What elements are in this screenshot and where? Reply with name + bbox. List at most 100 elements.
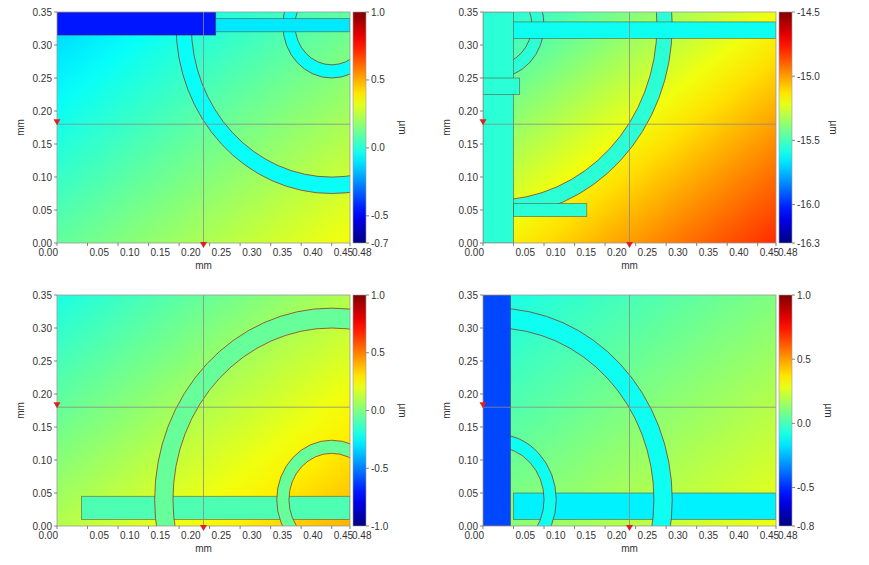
colorbar-tick-label: 0.5 <box>371 347 385 358</box>
x-tick-label: 0.30 <box>242 530 262 541</box>
colorbar-tick <box>792 359 795 360</box>
colorbar-tick <box>792 526 795 527</box>
x-tick <box>118 526 119 529</box>
panel: 0.000.050.100.150.200.250.300.350.400.45… <box>318 0 839 271</box>
y-tick <box>480 460 483 461</box>
x-tick-label: 0.25 <box>638 247 658 258</box>
crosshair-y <box>483 407 776 408</box>
y-tick-label: 0.00 <box>33 521 53 532</box>
colorbar <box>779 12 792 243</box>
frame <box>483 295 776 526</box>
x-tick-label: 0.35 <box>699 530 719 541</box>
x-axis-title: mm <box>195 260 212 271</box>
x-tick-label: 0.30 <box>668 530 688 541</box>
y-tick <box>480 361 483 362</box>
x-tick-label: 0.35 <box>273 247 293 258</box>
colorbar-tick <box>792 140 795 141</box>
x-tick <box>666 526 667 529</box>
x-tick-label: 0.25 <box>212 247 232 258</box>
y-tick <box>54 361 57 362</box>
plot-area <box>57 12 350 243</box>
colorbar-tick-label: 1.0 <box>371 290 385 301</box>
x-tick-label: 0.45 <box>334 530 354 541</box>
colorbar <box>779 295 792 526</box>
x-tick-label: 0.45 <box>334 247 354 258</box>
x-tick <box>209 526 210 529</box>
crosshair-x <box>629 12 630 243</box>
colorbar-tick <box>792 243 795 244</box>
frame <box>57 295 350 526</box>
figure: 0.00 0.05 0.10 0.15 0.20 0.25 0.30 0.35 0.40 0.45… <box>0 0 869 565</box>
colorbar-tick-label: -0.5 <box>371 210 389 221</box>
y-tick-label: 0.10 <box>33 455 53 466</box>
y-tick <box>54 526 57 527</box>
frame <box>483 12 776 243</box>
colorbar-tick <box>366 215 369 216</box>
x-tick-label: 0.10 <box>546 247 566 258</box>
x-tick-label: 0.30 <box>242 247 262 258</box>
x-tick <box>57 243 58 246</box>
y-tick-label: 0.30 <box>459 40 479 51</box>
x-tick <box>666 243 667 246</box>
x-tick <box>301 526 302 529</box>
y-tick-label: 0.30 <box>33 40 53 51</box>
colorbar-tick-label: -0.5 <box>797 482 815 493</box>
crosshair-y <box>483 124 776 125</box>
x-tick-label: 0.00 <box>465 530 485 541</box>
crosshair-marker <box>200 525 207 531</box>
ring <box>483 308 672 526</box>
colorbar-tick-label: -16.3 <box>797 238 820 249</box>
colorbar-tick-label: -16.0 <box>797 199 820 210</box>
y-tick-label: 0.25 <box>459 73 479 84</box>
surface-background <box>57 12 350 243</box>
crosshair-x <box>203 12 204 243</box>
x-tick-label: 0.20 <box>607 247 627 258</box>
panel: 0.000.050.100.150.200.250.300.350.400.45… <box>318 290 833 565</box>
colorbar-tick <box>792 204 795 205</box>
x-tick-label: 0.25 <box>638 530 658 541</box>
y-tick <box>54 243 57 244</box>
colorbar-tick <box>792 12 795 13</box>
x-tick <box>635 243 636 246</box>
colorbar-tick <box>366 147 369 148</box>
x-tick <box>270 526 271 529</box>
x-tick-label: 0.45 <box>760 530 780 541</box>
x-tick-label: 0.40 <box>303 530 323 541</box>
x-tick-label: 0.10 <box>120 530 140 541</box>
x-tick <box>270 243 271 246</box>
y-tick <box>480 111 483 112</box>
colorbar-title: µm <box>823 403 834 417</box>
colorbar-tick-label: -0.8 <box>797 521 815 532</box>
y-tick-label: 0.20 <box>459 389 479 400</box>
y-tick-label: 0.25 <box>33 356 53 367</box>
x-tick <box>574 243 575 246</box>
x-tick <box>209 243 210 246</box>
y-tick <box>480 210 483 211</box>
panel: 0.00 0.05 0.10 0.15 0.20 0.25 0.30 0.35 0.40 0.45… <box>15 290 509 565</box>
x-tick-label: 0.20 <box>607 530 627 541</box>
colorbar-tick <box>792 487 795 488</box>
y-tick-label: 0.05 <box>459 488 479 499</box>
colorbar-tick <box>366 410 369 411</box>
crosshair-y <box>57 124 350 125</box>
y-tick-label: 0.35 <box>459 7 479 18</box>
colorbar-tick-label: 0.0 <box>371 142 385 153</box>
strip <box>483 78 520 95</box>
colorbar-tick-label: 0.5 <box>371 74 385 85</box>
crosshair-marker <box>54 119 61 125</box>
x-tick-label: 0.15 <box>151 530 171 541</box>
colorbar <box>353 295 366 526</box>
y-tick <box>54 45 57 46</box>
y-tick-label: 0.10 <box>459 172 479 183</box>
x-tick-label: 0.48 <box>778 247 798 258</box>
x-tick <box>605 243 606 246</box>
colorbar-tick-label: 0.0 <box>797 418 811 429</box>
strip <box>81 496 350 519</box>
x-tick <box>696 526 697 529</box>
colorbar-tick-label: -15.0 <box>797 71 820 82</box>
x-tick <box>331 526 332 529</box>
x-tick <box>118 243 119 246</box>
crosshair-marker <box>480 119 487 125</box>
y-tick-label: 0.35 <box>33 290 53 301</box>
x-tick-label: 0.10 <box>546 530 566 541</box>
